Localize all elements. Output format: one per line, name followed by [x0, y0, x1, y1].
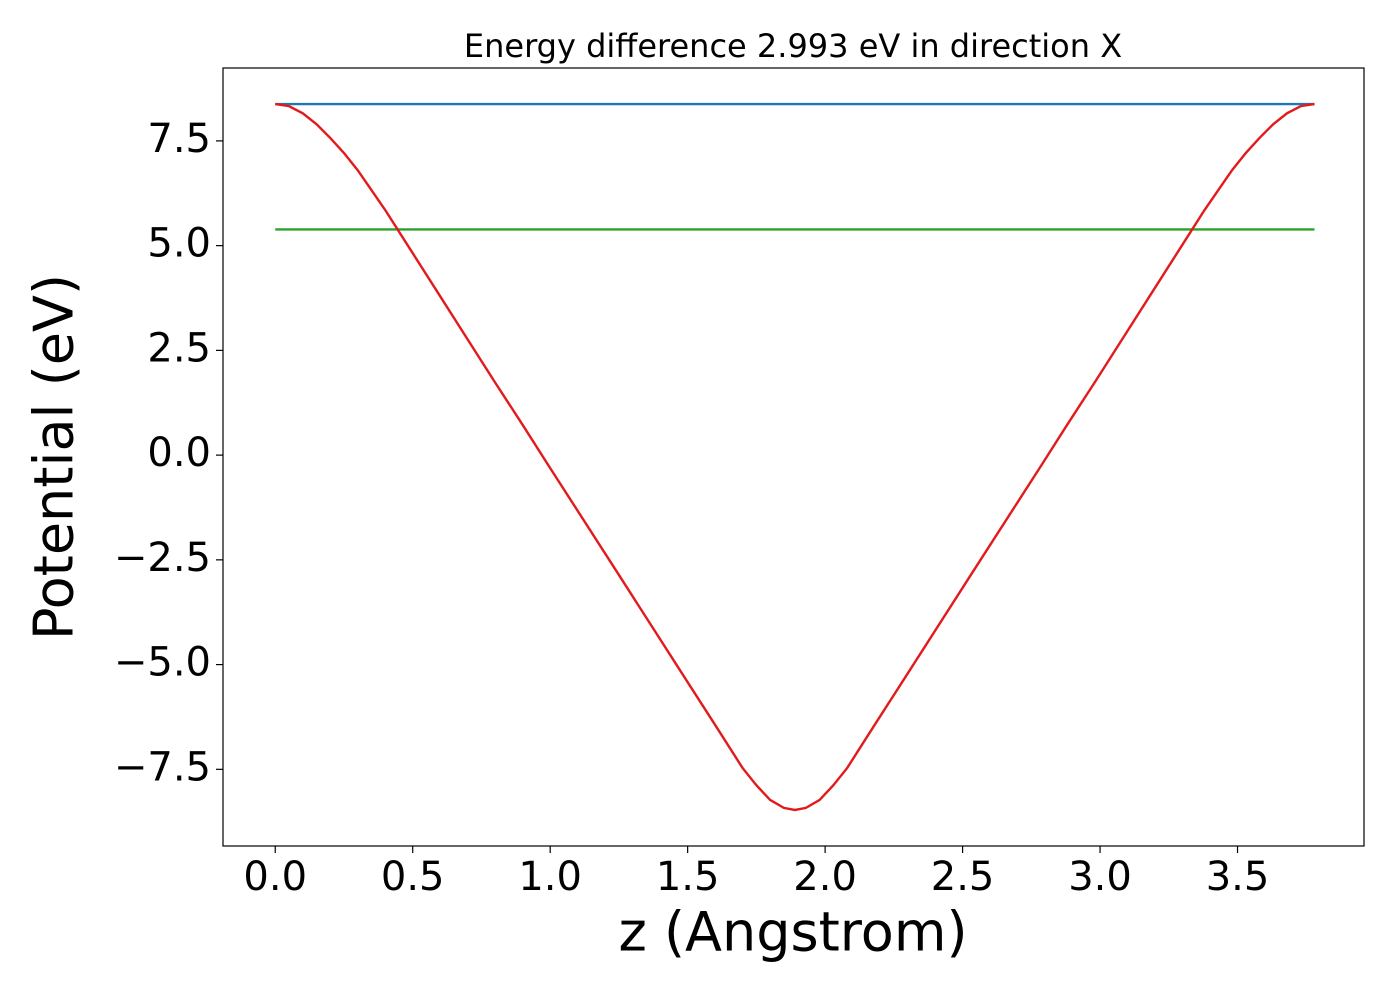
y-tick-label: 2.5 — [147, 325, 211, 371]
x-axis-label: z (Angstrom) — [618, 901, 967, 964]
x-tick-label: 0.5 — [381, 854, 445, 900]
y-tick-label: 5.0 — [147, 221, 211, 267]
x-tick-label: 2.5 — [931, 854, 995, 900]
y-tick-label: −2.5 — [114, 535, 211, 581]
y-tick-label: 7.5 — [147, 116, 211, 162]
x-tick-label: 3.5 — [1206, 854, 1270, 900]
y-tick-label: 0.0 — [147, 430, 211, 476]
y-axis-label: Potential (eV) — [23, 274, 86, 640]
y-tick-label: −7.5 — [114, 744, 211, 790]
y-tick-label: −5.0 — [114, 640, 211, 686]
x-tick-label: 0.0 — [243, 854, 307, 900]
x-tick-label: 1.0 — [518, 854, 582, 900]
x-tick-label: 2.0 — [793, 854, 857, 900]
x-tick-label: 3.0 — [1068, 854, 1132, 900]
chart-title: Energy difference 2.993 eV in direction … — [464, 27, 1122, 65]
line-series — [275, 102, 1315, 812]
plot-frame — [222, 67, 1365, 847]
x-tick-label: 1.5 — [656, 854, 720, 900]
